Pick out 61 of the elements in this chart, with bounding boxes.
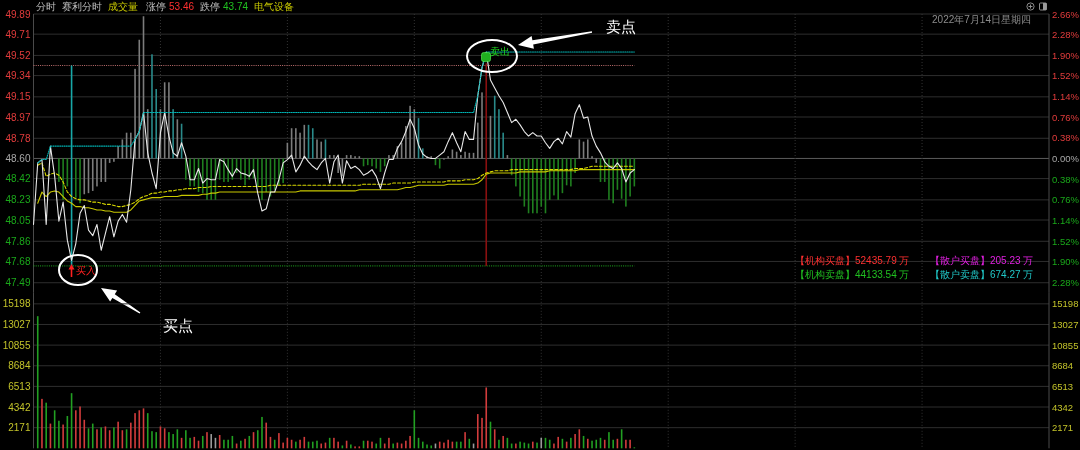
annotation: 卖点	[606, 18, 636, 35]
text: 电气设备	[254, 1, 295, 12]
text: 涨停	[146, 1, 166, 12]
y2-tick-label: 13027	[1052, 318, 1079, 330]
annotation: 【机构卖盘】44133.54 万	[795, 269, 910, 280]
y-tick-label: 15198	[2, 298, 31, 310]
text: 分时	[36, 1, 56, 12]
y2-tick-label: 0.38%	[1052, 173, 1080, 185]
text: 53.46	[169, 1, 195, 12]
y2-tick-label: 1.90%	[1052, 49, 1080, 61]
y-tick-label: 47.86	[5, 235, 31, 247]
text: 赛利分时	[62, 1, 102, 12]
y2-tick-label: 0.00%	[1052, 153, 1080, 165]
line-series	[37, 169, 635, 213]
annotation: 卖出	[489, 45, 510, 57]
y2-tick-label: 1.52%	[1052, 70, 1080, 82]
y2-tick-label: 0.38%	[1052, 132, 1080, 144]
annotation: 【散户卖盘】674.27 万	[930, 269, 1034, 280]
y-tick-label: 48.05	[5, 214, 31, 226]
y2-tick-label: 2.28%	[1052, 29, 1080, 41]
y-tick-label: 4342	[8, 401, 31, 413]
y2-tick-label: 15198	[1052, 298, 1079, 310]
annotation: 买点	[163, 317, 193, 334]
text: 成交量	[108, 1, 138, 12]
y2-tick-label: 10855	[1052, 339, 1079, 351]
y-tick-label: 48.42	[5, 173, 31, 185]
annotation: 买入	[76, 265, 96, 276]
text: 跌停	[200, 1, 221, 12]
y2-tick-label: 1.14%	[1052, 215, 1080, 227]
annotation: 2022年7月14日星期四	[932, 14, 1031, 25]
y2-tick-label: 1.90%	[1052, 256, 1080, 268]
annotation: 【散户买盘】205.23 万	[930, 255, 1034, 266]
y2-tick-label: 2.66%	[1052, 8, 1080, 20]
y-tick-label: 8684	[8, 360, 31, 372]
y-tick-label: 48.23	[5, 194, 31, 206]
y-tick-label: 49.34	[5, 70, 31, 82]
y2-tick-label: 6513	[1052, 380, 1074, 392]
text: 43.74	[223, 1, 249, 12]
y-tick-label: 49.52	[5, 49, 31, 61]
y2-tick-label: 1.52%	[1052, 235, 1080, 247]
line-series	[37, 162, 635, 208]
y2-tick-label: 2171	[1052, 422, 1074, 434]
y-tick-label: 13027	[2, 318, 31, 330]
y-tick-label: 10855	[2, 339, 31, 351]
y2-tick-label: 8684	[1052, 360, 1074, 372]
y-tick-label: 6513	[8, 380, 31, 392]
y-tick-label: 48.60	[5, 152, 31, 164]
annotation: 【机构买盘】52435.79 万	[795, 255, 910, 266]
y-tick-label: 2171	[8, 422, 31, 434]
y-tick-label: 49.71	[5, 28, 31, 40]
y2-tick-label: 1.14%	[1052, 91, 1080, 103]
y2-tick-label: 4342	[1052, 401, 1074, 413]
y-tick-label: 47.49	[5, 277, 31, 289]
y2-tick-label: 2.28%	[1052, 276, 1080, 288]
y2-tick-label: 0.76%	[1052, 194, 1080, 206]
y-tick-label: 49.89	[5, 8, 31, 20]
y-tick-label: 48.78	[5, 132, 31, 144]
y-tick-label: 47.68	[5, 255, 31, 267]
y-tick-label: 48.97	[5, 111, 31, 123]
y2-tick-label: 0.76%	[1052, 111, 1080, 123]
y-tick-label: 49.15	[5, 91, 31, 103]
